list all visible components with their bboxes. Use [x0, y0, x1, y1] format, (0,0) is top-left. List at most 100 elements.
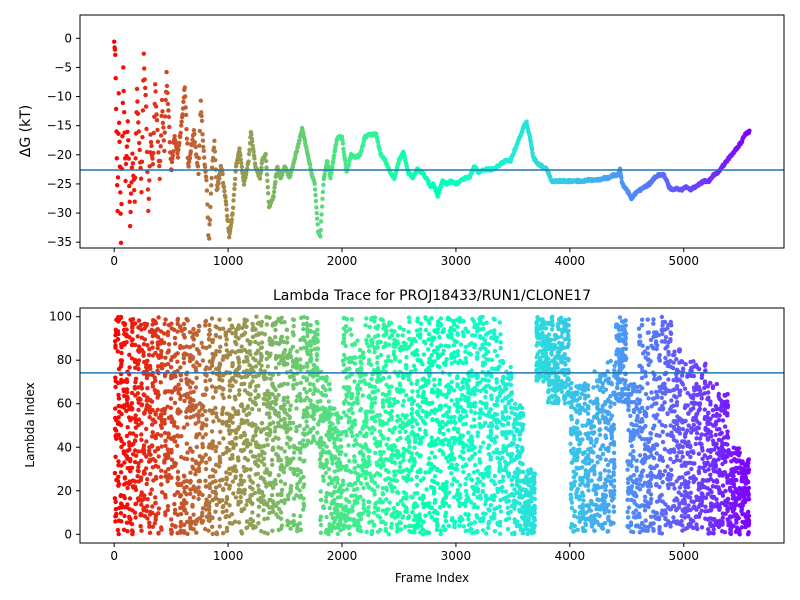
bottom-data-point: [360, 445, 365, 450]
bottom-data-point: [229, 512, 235, 517]
bottom-data-point: [298, 514, 303, 519]
bottom-data-point: [244, 438, 250, 443]
bottom-data-point: [165, 476, 170, 481]
bottom-data-point: [434, 527, 440, 533]
bottom-data-point: [210, 524, 215, 529]
bottom-data-point: [220, 386, 225, 391]
bottom-data-point: [301, 459, 306, 464]
bottom-data-point: [421, 519, 426, 524]
bottom-data-point: [418, 332, 423, 337]
bottom-data-point: [178, 494, 183, 499]
bottom-data-point: [411, 517, 417, 523]
top-data-point: [179, 119, 184, 124]
bottom-data-point: [182, 398, 187, 404]
bottom-data-point: [204, 345, 209, 351]
bottom-data-point: [440, 351, 445, 357]
bottom-data-point: [343, 324, 349, 329]
top-data-point: [343, 158, 348, 164]
bottom-data-point: [353, 459, 358, 464]
bottom-data-point: [169, 531, 174, 536]
bottom-data-point: [175, 490, 180, 495]
bottom-data-point: [276, 436, 281, 441]
bottom-data-point: [358, 408, 363, 413]
top-data-point: [146, 196, 151, 201]
top-data-point: [201, 148, 206, 153]
bottom-data-point: [392, 485, 397, 490]
bottom-data-point: [338, 494, 343, 500]
bottom-data-point: [282, 416, 287, 422]
bottom-data-point: [347, 366, 352, 371]
bottom-data-point: [279, 315, 284, 320]
bottom-data-point: [217, 483, 222, 488]
bottom-data-point: [282, 420, 288, 425]
bottom-data-point: [463, 503, 468, 509]
top-data-point: [137, 140, 142, 146]
bottom-data-point: [245, 444, 250, 449]
bottom-data-point: [234, 435, 239, 441]
bottom-data-point: [144, 359, 149, 364]
bottom-data-point: [429, 342, 434, 347]
bottom-data-point: [203, 319, 208, 324]
bottom-data-point: [380, 459, 386, 465]
bottom-data-point: [190, 457, 195, 462]
bottom-data-point: [279, 417, 284, 423]
top-data-point: [257, 176, 263, 181]
bottom-data-point: [115, 329, 121, 334]
bottom-data-point: [125, 425, 130, 430]
top-data-point: [130, 161, 136, 166]
bottom-data-point: [448, 355, 454, 361]
bottom-data-point: [144, 375, 150, 381]
top-data-point: [266, 191, 271, 196]
top-data-point: [249, 132, 254, 137]
top-data-point: [200, 138, 206, 143]
bottom-data-point: [472, 392, 477, 397]
bottom-data-point: [446, 523, 451, 528]
top-data-point: [231, 198, 236, 203]
bottom-data-point: [213, 489, 218, 495]
bottom-data-point: [364, 424, 369, 429]
bottom-data-point: [210, 440, 215, 445]
bottom-data-point: [450, 482, 455, 487]
bottom-data-point: [281, 395, 287, 401]
bottom-data-point: [376, 375, 381, 380]
bottom-data-point: [227, 503, 232, 508]
bottom-data-point: [178, 396, 183, 402]
bottom-data-point: [483, 394, 488, 400]
bottom-data-point: [383, 409, 388, 414]
bottom-data-point: [400, 452, 406, 458]
bottom-data-point: [349, 406, 354, 412]
bottom-data-point: [155, 447, 161, 452]
bottom-data-point: [244, 502, 249, 508]
bottom-data-point: [324, 444, 329, 449]
bottom-data-point: [395, 339, 400, 344]
bottom-data-point: [295, 526, 300, 531]
bottom-data-point: [220, 421, 225, 426]
top-data-point: [163, 114, 168, 119]
bottom-data-point: [203, 484, 209, 489]
bottom-data-point: [187, 345, 193, 350]
bottom-data-point: [397, 325, 402, 330]
bottom-data-point: [372, 319, 377, 324]
bottom-data-point: [384, 497, 389, 502]
bottom-data-point: [229, 376, 235, 381]
bottom-data-point: [294, 428, 299, 434]
bottom-data-point: [312, 330, 317, 335]
bottom-data-point: [265, 442, 270, 448]
top-data-point: [145, 187, 151, 192]
bottom-data-point: [116, 396, 122, 401]
bottom-data-point: [242, 491, 247, 496]
top-data-point: [143, 104, 149, 109]
bottom-data-point: [178, 345, 183, 351]
bottom-data-point: [344, 464, 349, 469]
bottom-data-point: [390, 489, 395, 494]
bottom-data-point: [129, 465, 135, 470]
bottom-data-point: [199, 340, 204, 346]
bottom-data-point: [332, 406, 337, 411]
bottom-data-point: [169, 373, 174, 378]
bottom-data-point: [126, 440, 132, 445]
bottom-data-point: [397, 359, 402, 364]
bottom-data-point: [329, 412, 334, 417]
bottom-data-point: [267, 472, 272, 478]
bottom-data-point: [239, 348, 244, 354]
bottom-data-point: [261, 508, 266, 513]
